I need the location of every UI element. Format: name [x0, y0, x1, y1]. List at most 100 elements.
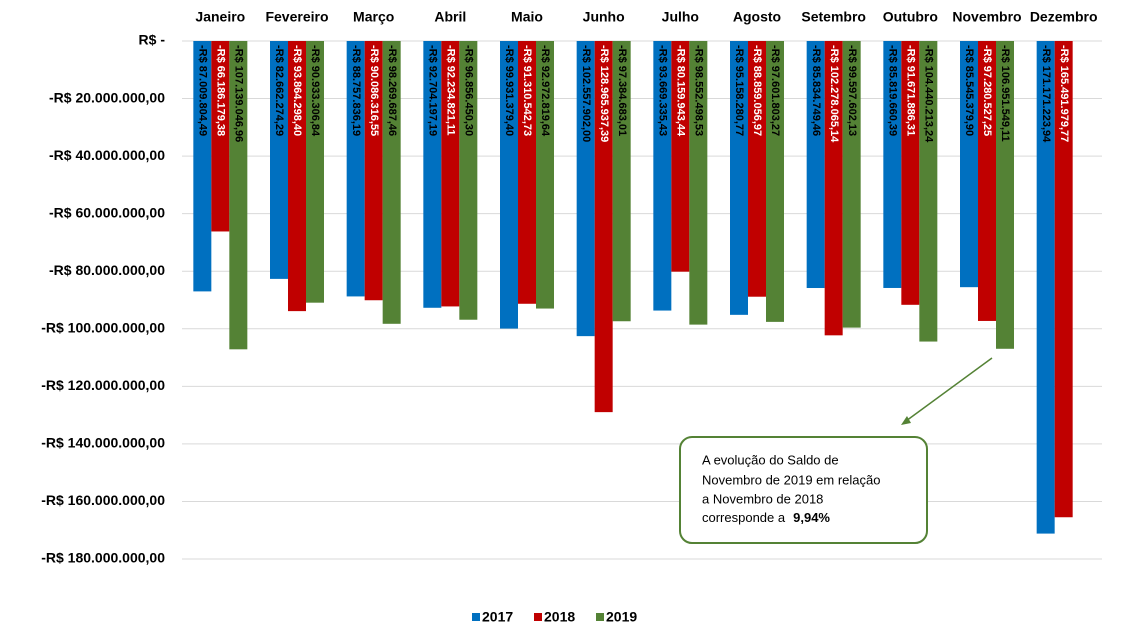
legend-label: 2018: [544, 609, 575, 625]
y-tick-label: -R$ 20.000.000,00: [49, 89, 165, 105]
annotation-arrowhead: [901, 416, 911, 425]
bar: [306, 41, 324, 303]
value-label: -R$ 90.086.316,55: [368, 45, 380, 136]
value-label: -R$ 96.856.450,30: [462, 45, 474, 136]
value-label: -R$ 85.545.379,90: [963, 45, 975, 136]
annotation-line: Novembro de 2019 em relação: [702, 472, 881, 487]
legend-label: 2017: [482, 609, 513, 625]
y-tick-label: -R$ 80.000.000,00: [49, 262, 165, 278]
value-label: -R$ 92.234.821,11: [444, 45, 456, 136]
bar: [689, 41, 708, 325]
bar: [1054, 41, 1073, 518]
bar: [824, 41, 843, 336]
value-label: -R$ 82.662.274,29: [273, 45, 285, 136]
value-label: -R$ 95.158.280,77: [733, 45, 745, 136]
value-label: -R$ 92.704.197,19: [426, 45, 438, 136]
x-tick-label: Agosto: [733, 9, 781, 25]
bar: [346, 41, 365, 297]
bar: [536, 41, 554, 309]
bar: [211, 41, 230, 232]
value-label: -R$ 91.671.886,31: [904, 45, 916, 136]
bar: [978, 41, 996, 321]
bar: [576, 41, 595, 337]
x-tick-label: Setembro: [801, 9, 866, 25]
bar: [594, 41, 613, 413]
bar: [1036, 41, 1055, 534]
value-label: -R$ 66.186.179,38: [214, 45, 226, 136]
bar: [960, 41, 978, 288]
value-label: -R$ 97.384.683,01: [616, 45, 628, 136]
bar: [500, 41, 518, 329]
bar: [919, 41, 938, 342]
x-tick-label: Outubro: [883, 9, 938, 25]
annotation-line: A evolução do Saldo de: [702, 452, 839, 467]
x-tick-label: Abril: [434, 9, 466, 25]
bar: [441, 41, 460, 307]
y-tick-label: -R$ 100.000.000,00: [41, 319, 165, 335]
value-label: -R$ 97.280.527,25: [981, 45, 993, 136]
x-tick-label: Maio: [511, 9, 543, 25]
value-label: -R$ 102.557.902,00: [580, 45, 592, 142]
y-tick-label: -R$ 180.000.000,00: [41, 550, 165, 566]
bar: [996, 41, 1014, 349]
bar: [612, 41, 631, 322]
value-label: -R$ 128.965.937,39: [598, 45, 610, 142]
value-label: -R$ 87.009.804,49: [196, 45, 208, 136]
annotation-box: [679, 436, 928, 544]
annotation-arrow: [905, 357, 993, 422]
bar: [653, 41, 672, 311]
bar: [671, 41, 690, 272]
value-label: -R$ 106.951.549,11: [999, 45, 1011, 142]
bar: [382, 41, 401, 324]
value-label: -R$ 171.171.223,94: [1040, 45, 1052, 143]
value-label: -R$ 107.139.046,96: [232, 45, 244, 142]
bar: [423, 41, 442, 308]
legend-swatch: [596, 613, 604, 621]
legend-label: 2019: [606, 609, 637, 625]
value-label: -R$ 88.859.056,97: [751, 45, 763, 136]
bar: [842, 41, 861, 328]
bar: [730, 41, 748, 315]
annotation-highlight: 9,94%: [793, 510, 830, 525]
annotation-line: a Novembro de 2018: [702, 491, 823, 506]
x-tick-label: Junho: [583, 9, 625, 25]
value-label: -R$ 99.931.379,40: [503, 45, 515, 136]
bar: [270, 41, 288, 279]
value-label: -R$ 93.864.298,40: [291, 45, 303, 136]
y-tick-label: -R$ 40.000.000,00: [49, 147, 165, 163]
value-label: -R$ 98.552.498,53: [692, 45, 704, 136]
bar: [901, 41, 920, 305]
bar: [748, 41, 766, 297]
annotation-line: corresponde a 9,94%: [702, 510, 830, 525]
value-label: -R$ 91.310.542,73: [521, 45, 533, 136]
bar: [766, 41, 784, 322]
y-tick-label: -R$ 120.000.000,00: [41, 377, 165, 393]
value-label: -R$ 85.819.660,39: [886, 45, 898, 136]
bar: [288, 41, 306, 312]
x-tick-label: Novembro: [952, 9, 1021, 25]
value-label: -R$ 97.601.803,27: [769, 45, 781, 136]
value-label: -R$ 98.269.687,46: [386, 45, 398, 136]
bar: [518, 41, 536, 304]
value-label: -R$ 90.933.306,84: [309, 45, 321, 137]
bar: [364, 41, 383, 301]
y-tick-label: -R$ 60.000.000,00: [49, 204, 165, 220]
value-label: -R$ 88.757.836,19: [350, 45, 362, 136]
value-label: -R$ 102.278.065,14: [828, 45, 840, 143]
x-tick-label: Fevereiro: [265, 9, 328, 25]
bar: [229, 41, 248, 350]
value-label: -R$ 99.597.602,13: [846, 45, 858, 136]
x-tick-label: Dezembro: [1030, 9, 1098, 25]
bar: [883, 41, 902, 288]
value-label: -R$ 92.972.819,64: [539, 45, 551, 137]
value-label: -R$ 85.834.749,46: [810, 45, 822, 136]
x-tick-label: Março: [353, 9, 394, 25]
value-label: -R$ 80.159.943,44: [674, 45, 686, 137]
value-label: -R$ 165.491.979,77: [1058, 45, 1070, 142]
bar: [193, 41, 212, 292]
value-label: -R$ 93.669.335,43: [656, 45, 668, 136]
bar: [806, 41, 825, 289]
y-tick-label: -R$ 160.000.000,00: [41, 492, 165, 508]
bar: [459, 41, 478, 320]
